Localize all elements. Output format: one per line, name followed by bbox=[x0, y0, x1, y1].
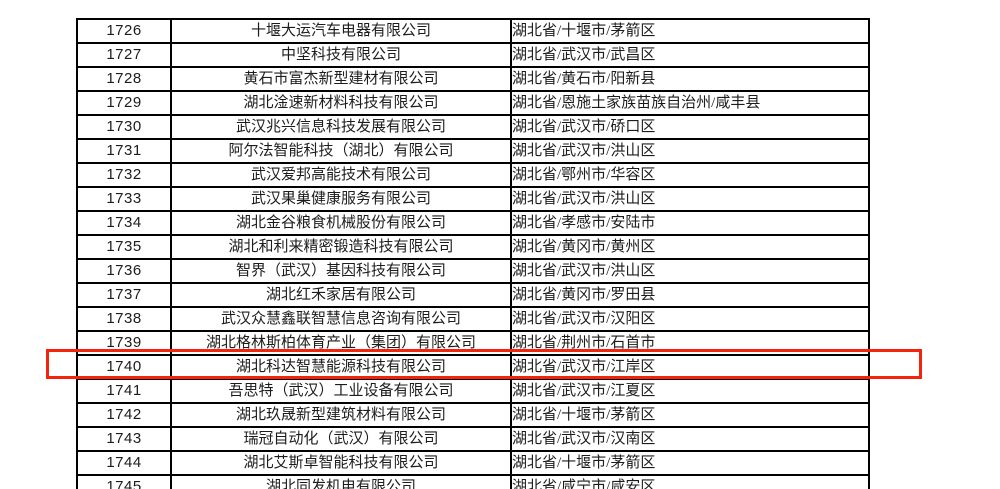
table-row: 1729 湖北淦速新材料科技有限公司 湖北省/恩施土家族苗族自治州/咸丰县 bbox=[76, 90, 870, 116]
rank-cell: 1729 bbox=[76, 90, 172, 116]
rank-cell: 1730 bbox=[76, 114, 172, 140]
rank-cell: 1728 bbox=[76, 66, 172, 92]
location-cell: 湖北省/黄石市/阳新县 bbox=[510, 66, 870, 92]
table-row: 1728 黄石市富杰新型建材有限公司 湖北省/黄石市/阳新县 bbox=[76, 66, 870, 92]
company-cell: 瑞冠自动化（武汉）有限公司 bbox=[170, 426, 512, 452]
company-cell: 湖北淦速新材料科技有限公司 bbox=[170, 90, 512, 116]
company-cell: 湖北和利来精密锻造科技有限公司 bbox=[170, 234, 512, 260]
rank-cell: 1744 bbox=[76, 450, 172, 476]
rank-cell: 1736 bbox=[76, 258, 172, 284]
location-cell: 湖北省/黄冈市/黄州区 bbox=[510, 234, 870, 260]
table-row: 1726 十堰大运汽车电器有限公司 湖北省/十堰市/茅箭区 bbox=[76, 18, 870, 44]
table-row: 1732 武汉爱邦高能技术有限公司 湖北省/鄂州市/华容区 bbox=[76, 162, 870, 188]
company-cell: 湖北格林斯柏体育产业（集团）有限公司 bbox=[170, 330, 512, 356]
company-cell: 吾思特（武汉）工业设备有限公司 bbox=[170, 378, 512, 404]
company-cell: 湖北科达智慧能源科技有限公司 bbox=[170, 354, 512, 380]
table-row: 1739 湖北格林斯柏体育产业（集团）有限公司 湖北省/荆州市/石首市 bbox=[76, 330, 870, 356]
location-cell: 湖北省/武汉市/江岸区 bbox=[510, 354, 870, 380]
location-cell: 湖北省/武汉市/硚口区 bbox=[510, 114, 870, 140]
rank-cell: 1742 bbox=[76, 402, 172, 428]
table-row: 1742 湖北玖晟新型建筑材料有限公司 湖北省/十堰市/茅箭区 bbox=[76, 402, 870, 428]
table-row: 1727 中坚科技有限公司 湖北省/武汉市/武昌区 bbox=[76, 42, 870, 68]
rank-cell: 1741 bbox=[76, 378, 172, 404]
company-cell: 武汉兆兴信息科技发展有限公司 bbox=[170, 114, 512, 140]
rank-cell: 1731 bbox=[76, 138, 172, 164]
table-row: 1743 瑞冠自动化（武汉）有限公司 湖北省/武汉市/汉南区 bbox=[76, 426, 870, 452]
company-cell: 武汉果巢健康服务有限公司 bbox=[170, 186, 512, 212]
company-cell: 黄石市富杰新型建材有限公司 bbox=[170, 66, 512, 92]
table-row: 1738 武汉众慧鑫联智慧信息咨询有限公司 湖北省/武汉市/汉阳区 bbox=[76, 306, 870, 332]
location-cell: 湖北省/孝感市/安陆市 bbox=[510, 210, 870, 236]
location-cell: 湖北省/咸宁市/咸安区 bbox=[510, 474, 870, 489]
rank-cell: 1733 bbox=[76, 186, 172, 212]
table-row: 1741 吾思特（武汉）工业设备有限公司 湖北省/武汉市/江夏区 bbox=[76, 378, 870, 404]
location-cell: 湖北省/武汉市/洪山区 bbox=[510, 186, 870, 212]
company-cell: 阿尔法智能科技（湖北）有限公司 bbox=[170, 138, 512, 164]
company-cell: 智界（武汉）基因科技有限公司 bbox=[170, 258, 512, 284]
company-cell: 武汉众慧鑫联智慧信息咨询有限公司 bbox=[170, 306, 512, 332]
rank-cell: 1734 bbox=[76, 210, 172, 236]
table-row: 1737 湖北红禾家居有限公司 湖北省/黄冈市/罗田县 bbox=[76, 282, 870, 308]
location-cell: 湖北省/荆州市/石首市 bbox=[510, 330, 870, 356]
rank-cell: 1739 bbox=[76, 330, 172, 356]
location-cell: 湖北省/武汉市/汉南区 bbox=[510, 426, 870, 452]
table-row: 1731 阿尔法智能科技（湖北）有限公司 湖北省/武汉市/洪山区 bbox=[76, 138, 870, 164]
rank-cell: 1735 bbox=[76, 234, 172, 260]
location-cell: 湖北省/鄂州市/华容区 bbox=[510, 162, 870, 188]
rank-cell: 1727 bbox=[76, 42, 172, 68]
company-cell: 十堰大运汽车电器有限公司 bbox=[170, 18, 512, 44]
company-cell: 武汉爱邦高能技术有限公司 bbox=[170, 162, 512, 188]
rank-cell: 1745 bbox=[76, 474, 172, 489]
location-cell: 湖北省/武汉市/武昌区 bbox=[510, 42, 870, 68]
table-row: 1740 湖北科达智慧能源科技有限公司 湖北省/武汉市/江岸区 bbox=[76, 354, 870, 380]
location-cell: 湖北省/十堰市/茅箭区 bbox=[510, 450, 870, 476]
location-cell: 湖北省/黄冈市/罗田县 bbox=[510, 282, 870, 308]
table-row: 1734 湖北金谷粮食机械股份有限公司 湖北省/孝感市/安陆市 bbox=[76, 210, 870, 236]
company-cell: 湖北玖晟新型建筑材料有限公司 bbox=[170, 402, 512, 428]
rank-cell: 1743 bbox=[76, 426, 172, 452]
location-cell: 湖北省/恩施土家族苗族自治州/咸丰县 bbox=[510, 90, 870, 116]
location-cell: 湖北省/十堰市/茅箭区 bbox=[510, 18, 870, 44]
table-row: 1745 湖北同发机电有限公司 湖北省/咸宁市/咸安区 bbox=[76, 474, 870, 489]
company-cell: 湖北同发机电有限公司 bbox=[170, 474, 512, 489]
location-cell: 湖北省/武汉市/洪山区 bbox=[510, 258, 870, 284]
company-cell: 湖北艾斯卓智能科技有限公司 bbox=[170, 450, 512, 476]
location-cell: 湖北省/武汉市/洪山区 bbox=[510, 138, 870, 164]
rank-cell: 1726 bbox=[76, 18, 172, 44]
table-row: 1736 智界（武汉）基因科技有限公司 湖北省/武汉市/洪山区 bbox=[76, 258, 870, 284]
rank-cell: 1732 bbox=[76, 162, 172, 188]
company-cell: 中坚科技有限公司 bbox=[170, 42, 512, 68]
rank-cell: 1738 bbox=[76, 306, 172, 332]
table-row: 1744 湖北艾斯卓智能科技有限公司 湖北省/十堰市/茅箭区 bbox=[76, 450, 870, 476]
rank-cell: 1737 bbox=[76, 282, 172, 308]
company-cell: 湖北红禾家居有限公司 bbox=[170, 282, 512, 308]
table-row: 1733 武汉果巢健康服务有限公司 湖北省/武汉市/洪山区 bbox=[76, 186, 870, 212]
location-cell: 湖北省/十堰市/茅箭区 bbox=[510, 402, 870, 428]
company-cell: 湖北金谷粮食机械股份有限公司 bbox=[170, 210, 512, 236]
table-row: 1735 湖北和利来精密锻造科技有限公司 湖北省/黄冈市/黄州区 bbox=[76, 234, 870, 260]
table-row: 1730 武汉兆兴信息科技发展有限公司 湖北省/武汉市/硚口区 bbox=[76, 114, 870, 140]
location-cell: 湖北省/武汉市/江夏区 bbox=[510, 378, 870, 404]
rank-cell: 1740 bbox=[76, 354, 172, 380]
company-table: 1726 十堰大运汽车电器有限公司 湖北省/十堰市/茅箭区 1727 中坚科技有限公司湖… bbox=[76, 18, 870, 489]
location-cell: 湖北省/武汉市/汉阳区 bbox=[510, 306, 870, 332]
